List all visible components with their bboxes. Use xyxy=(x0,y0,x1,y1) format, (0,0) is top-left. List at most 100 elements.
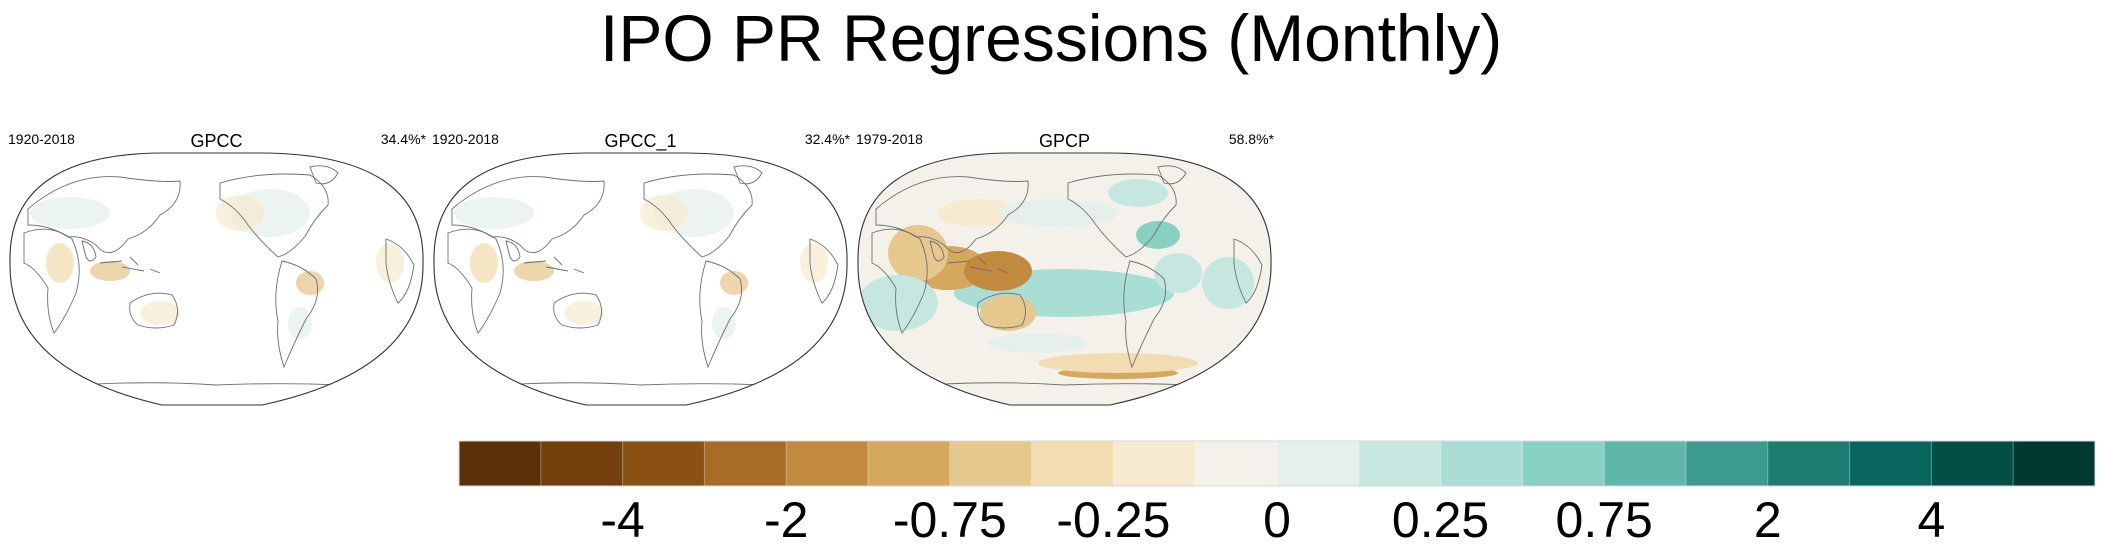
colorbar-swatch xyxy=(786,441,869,486)
coastline xyxy=(1067,173,1177,258)
colorbar-swatch xyxy=(704,441,787,486)
panel-variance: 32.4%* xyxy=(805,131,851,147)
colorbar: -4 -2 -0.75 -0.25 0 0.25 0.75 2 4 xyxy=(458,440,2096,547)
coastline xyxy=(733,165,763,185)
anomaly-region xyxy=(514,261,554,281)
map-panel-gpcc: 1920-2018 GPCC 34.4%* xyxy=(8,131,427,406)
anomaly-region xyxy=(1202,257,1254,309)
colorbar-swatch xyxy=(1767,441,1850,486)
anomaly-region xyxy=(454,197,534,229)
colorbar-swatch xyxy=(1113,441,1196,486)
coastline xyxy=(1123,260,1167,369)
map-border xyxy=(857,152,1272,406)
coastline xyxy=(553,292,602,329)
figure-title: IPO PR Regressions (Monthly) xyxy=(600,1,1503,75)
coastline xyxy=(875,176,1029,254)
anomaly-region xyxy=(564,301,604,325)
colorbar-swatch xyxy=(1522,441,1605,486)
colorbar-swatch xyxy=(1277,441,1360,486)
colorbar-swatch xyxy=(1849,441,1932,486)
anomaly-region xyxy=(1108,179,1168,207)
colorbar-tick-label: -4 xyxy=(600,492,644,547)
panel-title: GPCC_1 xyxy=(604,131,676,152)
map-border xyxy=(9,152,424,406)
colorbar-swatch xyxy=(2013,441,2096,486)
map-panels: 1920-2018 GPCC 34.4%* 1920-2018 GPCC_1 32.4%*… xyxy=(8,131,1275,406)
anomaly-region xyxy=(800,243,828,283)
coastline xyxy=(1157,165,1187,185)
coastline xyxy=(451,176,605,254)
anomaly-region xyxy=(888,225,948,281)
anomaly-region xyxy=(964,251,1032,291)
colorbar-tick-label: 4 xyxy=(1917,492,1945,547)
anomaly-region xyxy=(288,307,312,339)
panel-variance: 34.4%* xyxy=(381,131,427,147)
anomaly-region xyxy=(720,271,748,295)
coastline xyxy=(129,292,178,329)
panel-title: GPCP xyxy=(1039,131,1090,151)
colorbar-swatch xyxy=(1604,441,1687,486)
colorbar-tick-label: 0.25 xyxy=(1392,492,1489,547)
colorbar-swatch xyxy=(459,441,542,486)
colorbar-tick-label: 2 xyxy=(1754,492,1782,547)
anomaly-region xyxy=(980,295,1036,331)
coastline xyxy=(385,238,415,304)
anomaly-region xyxy=(376,243,404,283)
colorbar-tick-label: 0.75 xyxy=(1556,492,1653,547)
anomaly-region xyxy=(90,261,130,281)
coastline xyxy=(275,260,319,369)
colorbar-tick-label: -0.25 xyxy=(1056,492,1170,547)
panel-period: 1979-2018 xyxy=(856,131,923,147)
map-border xyxy=(433,152,848,406)
colorbar-swatch xyxy=(540,441,623,486)
coastline xyxy=(1233,238,1263,304)
colorbar-tick-label: -2 xyxy=(764,492,808,547)
anomaly-region xyxy=(998,199,1118,227)
coastline xyxy=(27,176,181,254)
colorbar-frame xyxy=(458,440,2096,487)
panel-variance: 58.8%* xyxy=(1229,131,1275,147)
colorbar-tick-label: 0 xyxy=(1263,492,1291,547)
coastline xyxy=(505,240,521,262)
colorbar-swatch xyxy=(868,441,951,486)
map-panel-gpcc-1: 1920-2018 GPCC_1 32.4%* xyxy=(432,131,851,406)
anomaly-region xyxy=(470,243,498,283)
coastline xyxy=(947,256,1009,274)
anomaly-region xyxy=(1154,253,1202,293)
coastline xyxy=(809,238,839,304)
coastline xyxy=(699,260,743,369)
colorbar-swatch xyxy=(1195,441,1278,486)
coastline xyxy=(99,256,161,274)
colorbar-swatch xyxy=(1686,441,1769,486)
anomaly-region xyxy=(1038,353,1198,373)
colorbar-swatch xyxy=(1440,441,1523,486)
coastline xyxy=(219,173,329,258)
panel-period: 1920-2018 xyxy=(8,131,75,147)
coastline xyxy=(643,173,753,258)
map-panel-gpcp: 1979-2018 GPCP 58.8%* xyxy=(856,131,1275,406)
anomaly-region xyxy=(140,301,180,325)
colorbar-tick-label: -0.75 xyxy=(893,492,1007,547)
coastline xyxy=(523,256,585,274)
panel-period: 1920-2018 xyxy=(432,131,499,147)
coastline xyxy=(309,165,339,185)
colorbar-swatch xyxy=(949,441,1032,486)
colorbar-swatch xyxy=(622,441,705,486)
colorbar-swatch xyxy=(1931,441,2014,486)
colorbar-swatch xyxy=(1358,441,1441,486)
colorbar-swatch xyxy=(1031,441,1114,486)
anomaly-region xyxy=(858,275,938,331)
anomaly-region xyxy=(712,307,736,339)
anomaly-region xyxy=(938,199,1018,227)
coastline xyxy=(977,292,1026,329)
panel-title: GPCC xyxy=(190,131,242,151)
coastline xyxy=(81,240,97,262)
coastline xyxy=(929,240,945,262)
anomaly-region xyxy=(1136,221,1180,249)
anomaly-region xyxy=(296,271,324,295)
anomaly-region xyxy=(30,197,110,229)
anomaly-region xyxy=(988,333,1088,353)
anomaly-region xyxy=(46,243,74,283)
